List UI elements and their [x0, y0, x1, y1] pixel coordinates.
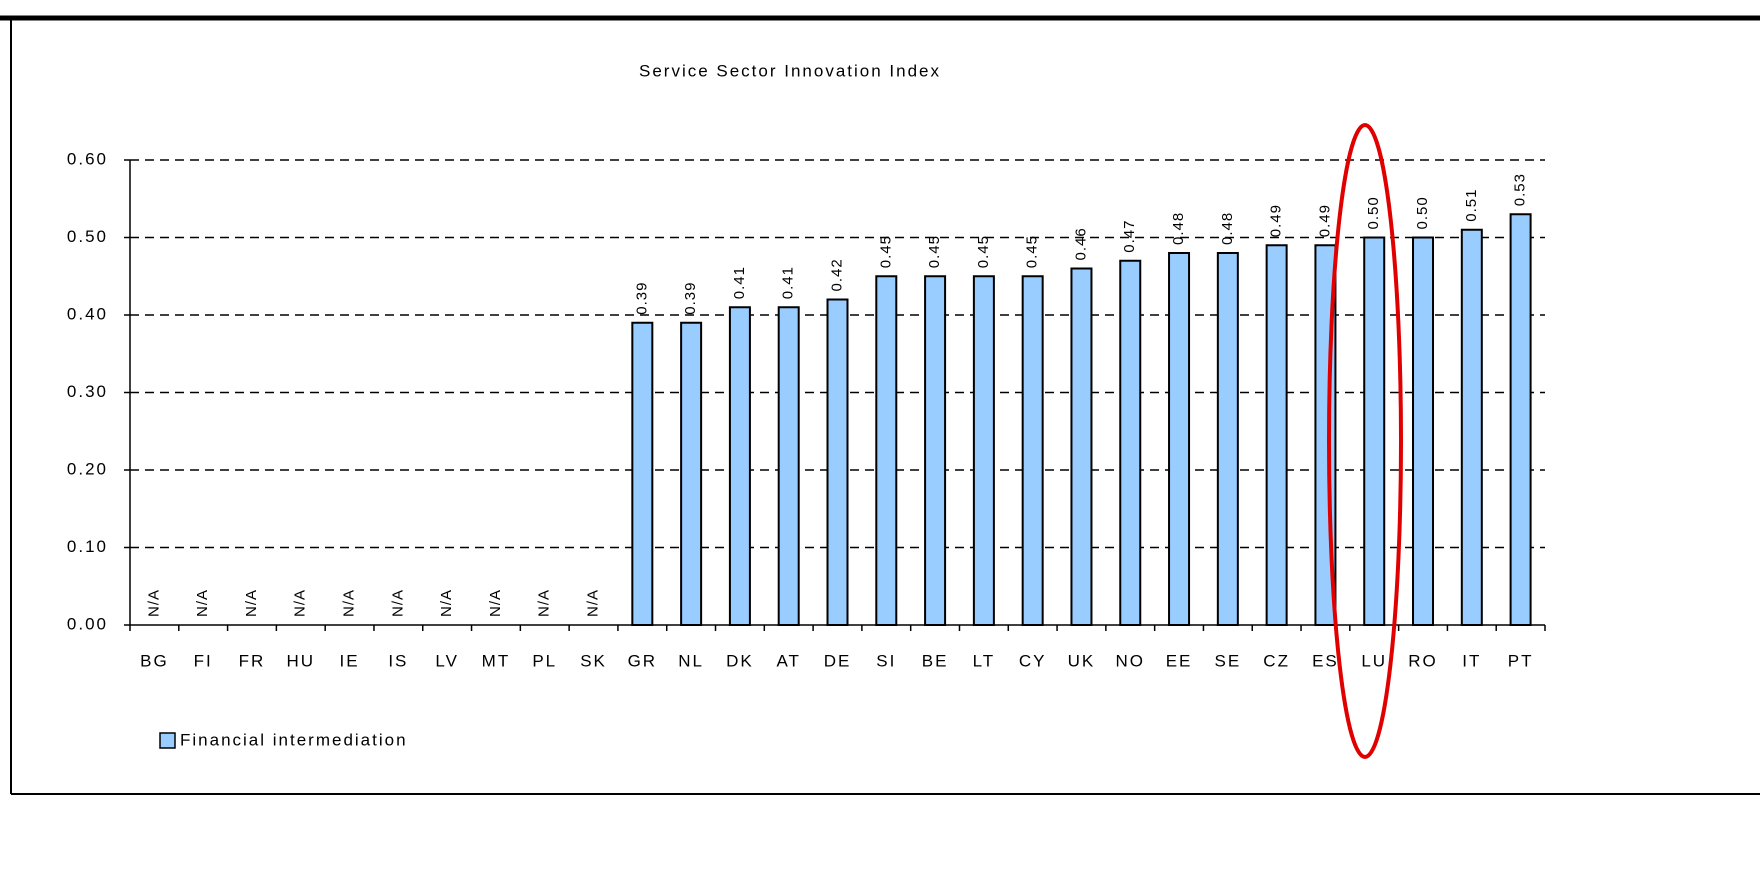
y-tick-label: 0.30 — [67, 382, 108, 401]
x-tick-label: UK — [1068, 651, 1096, 670]
bar — [924, 275, 947, 626]
x-tick-label: SK — [580, 651, 607, 670]
value-label: 0.45 — [877, 235, 894, 268]
y-tick-label: 0.60 — [67, 149, 108, 168]
value-label: 0.49 — [1268, 204, 1285, 237]
bar — [1363, 236, 1386, 626]
y-tick-label: 0.20 — [67, 459, 108, 478]
bar — [826, 298, 849, 626]
y-tick-label: 0.40 — [67, 304, 108, 323]
x-tick-label: FI — [194, 651, 213, 670]
x-tick-label: SI — [876, 651, 896, 670]
bar — [1119, 259, 1142, 626]
value-label: 0.48 — [1170, 212, 1187, 245]
value-label: N/A — [487, 589, 504, 617]
value-label: N/A — [292, 589, 309, 617]
bar — [972, 275, 995, 626]
bar — [875, 275, 898, 626]
x-tick-label: IT — [1462, 651, 1481, 670]
value-label: 0.53 — [1512, 173, 1529, 206]
bar — [1509, 213, 1532, 626]
x-tick-label: AT — [776, 651, 800, 670]
x-tick-label: IE — [340, 651, 360, 670]
x-tick-label: LT — [973, 651, 996, 670]
value-label: 0.45 — [926, 235, 943, 268]
legend-label: Financial intermediation — [180, 730, 408, 749]
x-tick-label: CZ — [1263, 651, 1290, 670]
legend-swatch — [159, 732, 176, 749]
bar — [1021, 275, 1044, 626]
bar — [1412, 236, 1435, 626]
x-tick-label: BG — [140, 651, 169, 670]
x-tick-label: DE — [824, 651, 852, 670]
bar — [728, 306, 751, 626]
x-tick-label: PT — [1508, 651, 1534, 670]
value-label: 0.39 — [682, 282, 699, 315]
x-tick-label: PL — [532, 651, 557, 670]
x-tick-label: CY — [1019, 651, 1047, 670]
value-label: 0.50 — [1365, 196, 1382, 229]
bar — [680, 321, 703, 626]
x-tick-label: LV — [435, 651, 459, 670]
bar — [1460, 228, 1483, 626]
value-label: N/A — [536, 589, 553, 617]
y-tick-label: 0.00 — [67, 614, 108, 633]
x-tick-label: RO — [1408, 651, 1438, 670]
value-label: 0.41 — [731, 266, 748, 299]
x-tick-label: DK — [726, 651, 754, 670]
value-label: 0.42 — [828, 258, 845, 291]
value-label: N/A — [243, 589, 260, 617]
value-label: 0.51 — [1463, 189, 1480, 222]
bar — [1265, 244, 1288, 626]
value-label: 0.45 — [975, 235, 992, 268]
value-label: N/A — [389, 589, 406, 617]
y-tick-label: 0.50 — [67, 227, 108, 246]
value-label: N/A — [194, 589, 211, 617]
value-label: N/A — [585, 589, 602, 617]
x-tick-label: IS — [388, 651, 408, 670]
y-tick-label: 0.10 — [67, 537, 108, 556]
value-label: 0.50 — [1414, 196, 1431, 229]
bar — [777, 306, 800, 626]
chart-title: Service Sector Innovation Index — [639, 61, 941, 80]
value-label: N/A — [341, 589, 358, 617]
highlight-ellipse — [1327, 123, 1403, 759]
bar — [1070, 267, 1093, 626]
plot: 0.00 0.10 0.20 0.30 0.40 0.50 0.60 BG N/A FI N/A FR… — [67, 149, 1546, 670]
value-label: 0.48 — [1219, 212, 1236, 245]
x-tick-label: NL — [678, 651, 704, 670]
x-tick-label: ES — [1312, 651, 1339, 670]
x-tick-label: NO — [1116, 651, 1146, 670]
value-label: 0.49 — [1316, 204, 1333, 237]
x-tick-label: BE — [922, 651, 949, 670]
x-tick-label: EE — [1166, 651, 1193, 670]
value-label: N/A — [438, 589, 455, 617]
bar — [1168, 252, 1191, 626]
value-label: 0.45 — [1024, 235, 1041, 268]
value-label: 0.46 — [1072, 227, 1089, 260]
value-label: 0.47 — [1121, 220, 1138, 253]
value-label: 0.41 — [780, 266, 797, 299]
x-tick-label: SE — [1215, 651, 1242, 670]
x-tick-label: LU — [1361, 651, 1387, 670]
bar — [631, 321, 654, 626]
x-tick-label: FR — [239, 651, 266, 670]
x-tick-label: GR — [628, 651, 658, 670]
bar — [1216, 252, 1239, 626]
x-tick-label: MT — [482, 651, 511, 670]
x-tick-label: HU — [286, 651, 315, 670]
value-label: N/A — [145, 589, 162, 617]
value-label: 0.39 — [633, 282, 650, 315]
